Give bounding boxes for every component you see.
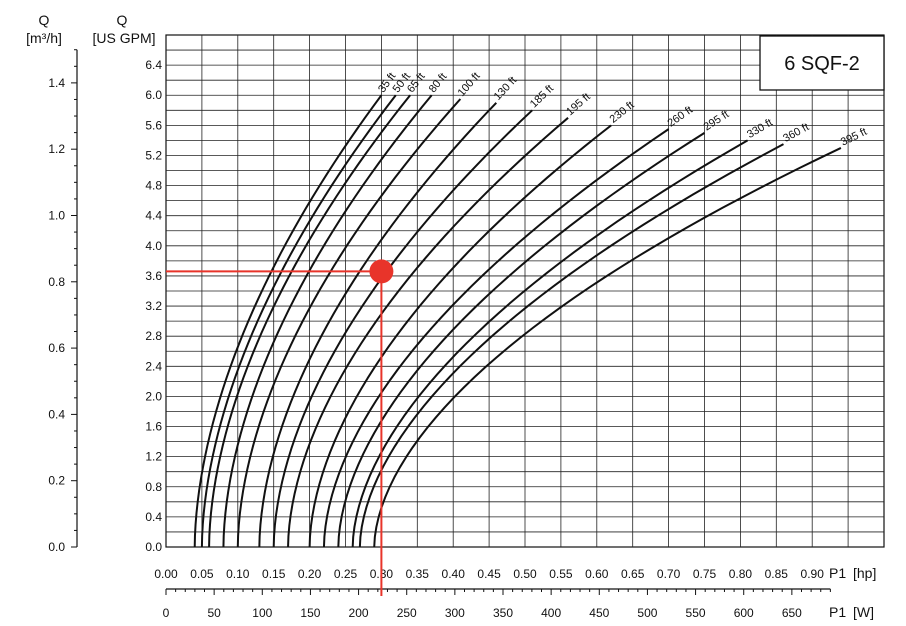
curve-295-ft: [337, 132, 706, 548]
x-secondary-tick-label: 0: [163, 606, 170, 620]
x-secondary-tick-label: 250: [397, 606, 417, 620]
curve-330-ft: [351, 139, 749, 548]
x-primary-tick-label: 0.85: [765, 567, 789, 581]
x-primary-tick-label: 0.35: [406, 567, 430, 581]
y-primary-tick-label: 6.4: [145, 58, 162, 72]
y-secondary-tick-label: 0.6: [48, 341, 65, 355]
operating-point-marker: [369, 259, 394, 284]
x-primary-tick-label: 0.80: [729, 567, 753, 581]
curve-label: 130 ft: [492, 75, 520, 103]
x-primary-tick-label: 0.00: [154, 567, 178, 581]
x-secondary-tick-label: 600: [734, 606, 754, 620]
curve-label: 65 ft: [405, 71, 428, 95]
curve-230-ft: [308, 124, 612, 548]
x-primary-axis-unit: [hp]: [853, 565, 876, 581]
x-secondary-tick-label: 350: [493, 606, 513, 620]
operating-point: [166, 259, 394, 596]
y-primary-tick-label: 4.8: [145, 179, 162, 193]
y-primary-tick-label: 2.8: [145, 329, 162, 343]
y-secondary-tick-label: 0.4: [48, 407, 65, 421]
curve-65-ft: [208, 94, 411, 548]
y-secondary-tick-label: 1.0: [48, 208, 65, 222]
y-secondary-axis-unit: [m³/h]: [26, 30, 62, 46]
y-primary-tick-label: 3.2: [145, 299, 162, 313]
curve-50-ft: [200, 94, 397, 548]
x-primary-tick-label: 0.90: [801, 567, 825, 581]
y-secondary-tick-label: 0.0: [48, 540, 65, 554]
curve-130-ft: [258, 102, 498, 548]
x-primary-tick-label: 0.65: [621, 567, 645, 581]
y-primary-tick-label: 5.2: [145, 148, 162, 162]
x-primary-tick-label: 0.20: [298, 567, 322, 581]
title-box: 6 SQF-2: [759, 35, 885, 91]
x-primary-axis-label: P1: [829, 565, 846, 581]
curve-label: 80 ft: [427, 71, 450, 95]
y-secondary-tick-label: 1.2: [48, 142, 65, 156]
x-secondary-tick-label: 400: [541, 606, 561, 620]
x-primary-tick-label: 0.75: [693, 567, 717, 581]
x-secondary-tick-label: 300: [445, 606, 465, 620]
y-primary-tick-label: 2.4: [145, 359, 162, 373]
x-primary-tick-label: 0.40: [442, 567, 466, 581]
curve-label: 185 ft: [528, 83, 556, 111]
x-secondary-tick-label: 650: [782, 606, 802, 620]
y-primary-axis-label: Q: [117, 12, 128, 28]
x-primary-tick-label: 0.55: [549, 567, 573, 581]
x-secondary-axis-label: P1: [829, 604, 846, 620]
x-primary-tick-label: 0.05: [190, 567, 214, 581]
y-secondary-axis-label: Q: [39, 12, 50, 28]
y-primary-tick-label: 0.0: [145, 540, 162, 554]
y-primary-tick-label: 6.0: [145, 88, 162, 102]
y-primary-tick-label: 1.6: [145, 420, 162, 434]
x-secondary-tick-label: 500: [637, 606, 657, 620]
y-primary-tick-label: 5.6: [145, 118, 162, 132]
y-primary-tick-label: 1.2: [145, 450, 162, 464]
x-secondary-tick-label: 200: [349, 606, 369, 620]
x-secondary-tick-label: 150: [300, 606, 320, 620]
curve-35-ft: [193, 94, 383, 548]
y-primary-tick-label: 4.4: [145, 209, 162, 223]
curve-label: 295 ft: [702, 108, 732, 133]
y-primary-tick-label: 0.8: [145, 480, 162, 494]
x-primary-tick-label: 0.70: [657, 567, 681, 581]
y-primary-axis-unit: [US GPM]: [92, 30, 155, 46]
x-primary-tick-label: 0.15: [262, 567, 286, 581]
y-secondary-tick-label: 0.8: [48, 275, 65, 289]
chart-title: 6 SQF-2: [784, 53, 860, 75]
curve-label: 230 ft: [608, 99, 637, 126]
x-primary-tick-label: 0.25: [334, 567, 358, 581]
x-secondary-tick-label: 450: [589, 606, 609, 620]
y-primary-tick-label: 0.4: [145, 510, 162, 524]
curve-260-ft: [322, 128, 670, 548]
curve-100-ft: [236, 98, 462, 548]
curve-395-ft: [373, 147, 842, 548]
x-secondary-tick-label: 550: [686, 606, 706, 620]
curve-label: 395 ft: [839, 126, 869, 149]
y-primary-tick-label: 4.0: [145, 239, 162, 253]
curve-label: 360 ft: [781, 121, 811, 145]
x-primary-tick-label: 0.50: [513, 567, 537, 581]
y-primary-tick-label: 2.0: [145, 389, 162, 403]
x-primary-tick-label: 0.10: [226, 567, 250, 581]
curve-80-ft: [222, 94, 433, 548]
x-secondary-tick-label: 50: [207, 606, 221, 620]
x-secondary-axis-unit: [W]: [853, 604, 874, 620]
y-secondary-tick-label: 0.2: [48, 474, 65, 488]
y-secondary-tick-label: 1.4: [48, 76, 65, 90]
axes: 0.0 0.4 0.8 1.2 1.6 2.0 2.4 2.8 3.2 3.6 4.0 4.4 4.8 5…: [48, 49, 831, 620]
curve-label: 330 ft: [745, 117, 775, 141]
curve-185-ft: [272, 109, 533, 548]
y-primary-tick-label: 3.6: [145, 269, 162, 283]
curve-195-ft: [287, 117, 569, 548]
x-primary-tick-label: 0.45: [477, 567, 501, 581]
x-secondary-tick-label: 100: [252, 606, 272, 620]
curve-360-ft: [358, 143, 784, 548]
x-primary-tick-label: 0.60: [585, 567, 609, 581]
curve-label: 100 ft: [456, 70, 483, 99]
